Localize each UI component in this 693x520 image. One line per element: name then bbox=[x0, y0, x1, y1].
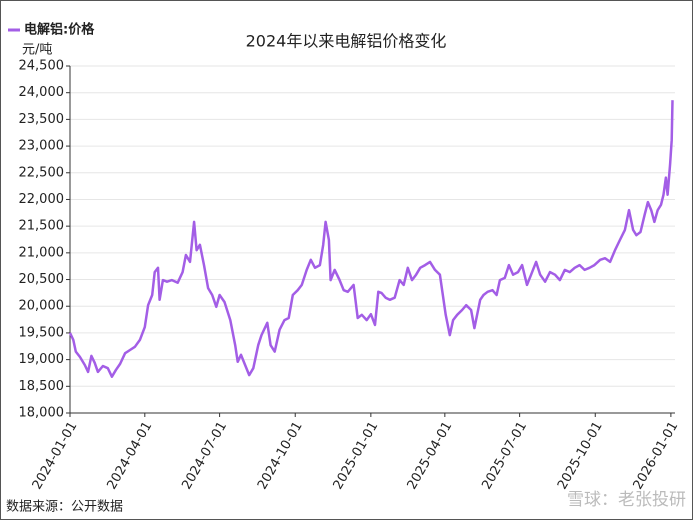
legend-label: 电解铝:价格 bbox=[24, 22, 95, 38]
source-note: 数据来源：公开数据 bbox=[6, 500, 123, 515]
y-tick-label: 24,500 bbox=[19, 59, 65, 74]
y-tick-label: 21,500 bbox=[19, 219, 65, 234]
y-tick-label: 24,000 bbox=[19, 85, 65, 100]
series-line bbox=[68, 100, 674, 378]
y-tick-label: 19,500 bbox=[19, 325, 65, 340]
watermark: 雪球：老张投研 bbox=[567, 490, 686, 510]
y-tick-label: 19,000 bbox=[19, 352, 65, 367]
y-tick-label: 18,500 bbox=[19, 379, 65, 394]
y-tick-label: 23,500 bbox=[19, 112, 65, 127]
y-tick-label: 18,000 bbox=[19, 406, 65, 421]
y-tick-label: 23,000 bbox=[19, 139, 65, 154]
y-tick-label: 20,500 bbox=[19, 272, 65, 287]
y-tick-label: 22,000 bbox=[19, 192, 65, 207]
y-tick-label: 22,500 bbox=[19, 165, 65, 180]
chart-title: 2024年以来电解铝价格变化 bbox=[246, 32, 447, 51]
y-tick-label: 21,000 bbox=[19, 245, 65, 260]
y-tick-label: 20,000 bbox=[19, 299, 65, 314]
y-unit: 元/吨 bbox=[22, 43, 52, 58]
